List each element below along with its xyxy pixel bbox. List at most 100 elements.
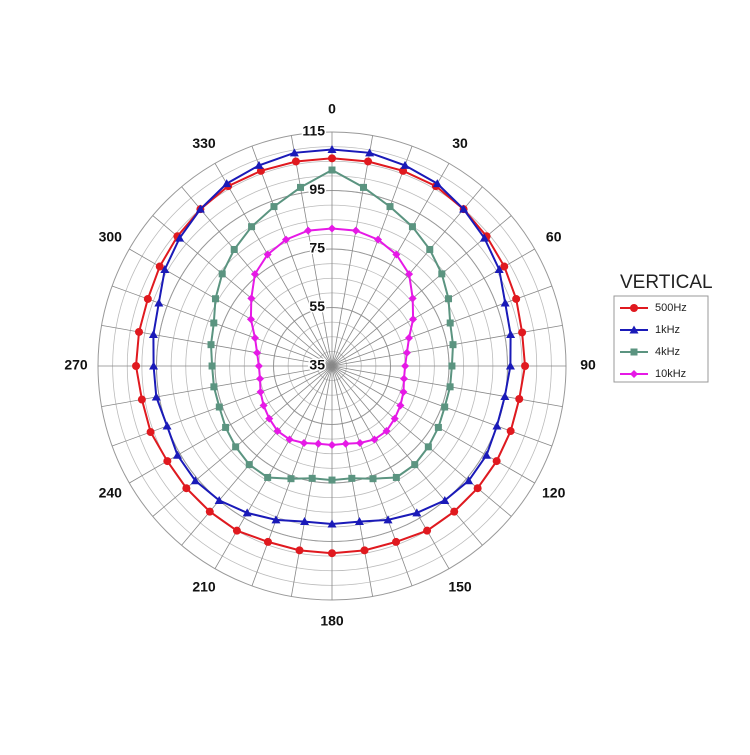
spoke: [214, 163, 333, 367]
point: [264, 473, 272, 481]
theta-tick-label: 120: [542, 485, 566, 501]
point: [512, 294, 521, 303]
point: [300, 517, 310, 526]
point: [151, 392, 161, 401]
point: [341, 439, 350, 448]
point: [172, 450, 182, 459]
point: [505, 361, 515, 370]
point: [256, 388, 265, 397]
point: [285, 435, 294, 444]
legend-marker: [630, 370, 638, 378]
point: [500, 391, 510, 400]
point: [354, 517, 364, 526]
spoke: [181, 365, 333, 546]
point: [328, 224, 336, 233]
point: [521, 362, 530, 370]
r-tick-label: 75: [309, 240, 325, 256]
point: [281, 235, 290, 244]
point: [263, 250, 272, 259]
spoke: [331, 145, 413, 367]
point: [328, 476, 336, 484]
point: [135, 327, 144, 336]
point: [440, 495, 450, 504]
point: [146, 428, 155, 437]
point: [390, 414, 399, 423]
point: [374, 235, 383, 244]
point: [175, 233, 185, 242]
point: [401, 362, 410, 370]
point: [214, 495, 224, 504]
point: [402, 348, 411, 357]
point: [473, 484, 482, 493]
spoke: [152, 365, 333, 517]
point: [408, 223, 416, 231]
theta-tick-label: 30: [452, 135, 468, 151]
point: [479, 233, 489, 242]
point: [273, 426, 282, 435]
point: [263, 537, 272, 546]
spoke: [251, 145, 333, 367]
point: [208, 362, 216, 370]
legend-marker: [630, 348, 638, 356]
point: [271, 515, 281, 524]
point: [396, 401, 405, 410]
point: [327, 519, 337, 528]
point: [412, 508, 422, 517]
point: [434, 423, 442, 431]
theta-tick-label: 270: [64, 357, 88, 373]
spoke: [331, 365, 483, 546]
legend-label: 4kHz: [655, 346, 680, 358]
spoke: [214, 365, 333, 569]
point: [426, 245, 434, 253]
point: [190, 476, 200, 485]
point: [232, 443, 240, 451]
point: [182, 484, 191, 493]
point: [160, 264, 170, 273]
point: [314, 439, 323, 448]
point: [132, 362, 141, 370]
theta-tick-label: 60: [546, 229, 562, 245]
point: [382, 426, 391, 435]
point: [492, 457, 501, 466]
point: [392, 473, 400, 481]
point: [308, 474, 316, 482]
point: [215, 403, 223, 411]
legend-label: 10kHz: [655, 368, 686, 380]
point: [370, 435, 379, 444]
point: [248, 223, 256, 231]
point: [250, 270, 259, 279]
point: [448, 362, 456, 370]
point: [195, 204, 205, 213]
point: [162, 421, 172, 430]
legend-label: 500Hz: [655, 302, 687, 314]
spoke: [331, 163, 450, 367]
point: [383, 515, 393, 524]
point: [211, 295, 219, 303]
point: [155, 262, 164, 271]
point: [506, 427, 515, 436]
legend-marker: [630, 304, 638, 312]
r-tick-label: 35: [309, 357, 325, 373]
point: [247, 294, 256, 303]
point: [392, 537, 401, 546]
point: [348, 474, 356, 482]
point: [299, 438, 308, 447]
legend-marker: [629, 325, 639, 334]
point: [506, 330, 516, 339]
point: [351, 226, 360, 235]
spoke: [129, 365, 333, 484]
point: [137, 395, 146, 404]
point: [143, 294, 152, 303]
point: [411, 461, 419, 469]
point: [365, 148, 375, 157]
point: [304, 226, 313, 235]
point: [400, 374, 409, 383]
point: [359, 183, 367, 191]
point: [404, 333, 413, 342]
point: [399, 388, 408, 397]
point: [328, 166, 336, 174]
point: [245, 461, 253, 469]
point: [364, 157, 373, 166]
spoke: [331, 186, 483, 367]
